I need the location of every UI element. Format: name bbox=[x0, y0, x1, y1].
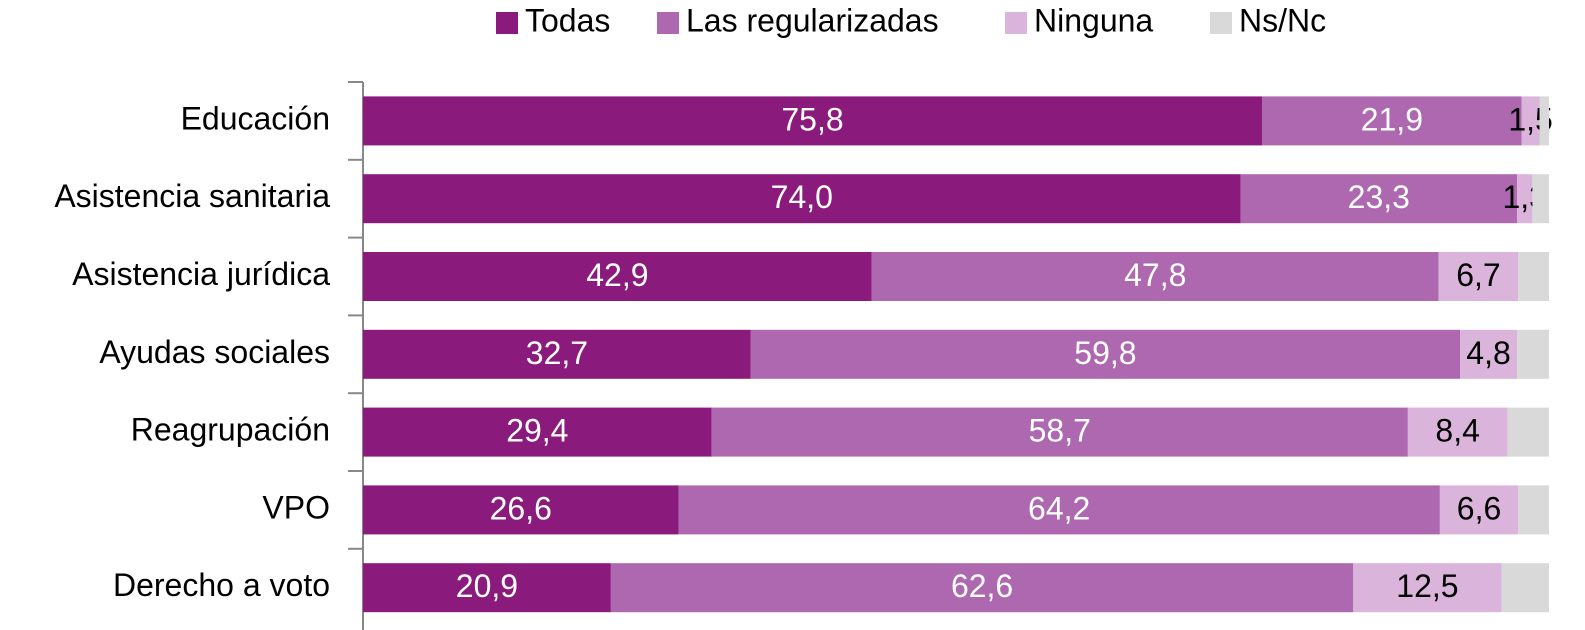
bar-segment bbox=[1518, 252, 1549, 301]
y-tick-label: Asistencia sanitaria bbox=[54, 178, 330, 214]
data-label: 42,9 bbox=[586, 257, 648, 293]
bar-segment bbox=[1539, 96, 1549, 146]
bar-segment bbox=[750, 329, 1461, 379]
y-tick-label: Reagrupación bbox=[131, 412, 330, 448]
data-label: 6,7 bbox=[1456, 257, 1500, 293]
bar-segment bbox=[1501, 563, 1549, 613]
bar-segment bbox=[610, 563, 1354, 613]
bar-segment bbox=[1439, 485, 1519, 535]
bar-segment bbox=[363, 252, 872, 301]
bar-segment bbox=[1407, 407, 1508, 457]
legend-swatch bbox=[496, 12, 518, 34]
bar-segment bbox=[871, 252, 1439, 301]
bar-segment bbox=[363, 485, 679, 535]
data-label: 47,8 bbox=[1124, 257, 1186, 293]
data-label: 32,7 bbox=[526, 335, 588, 371]
bar-segment bbox=[363, 563, 611, 613]
bar-segment bbox=[1532, 174, 1549, 224]
legend-swatch bbox=[1005, 12, 1027, 34]
y-tick-label: VPO bbox=[262, 489, 330, 525]
bar-segment bbox=[363, 96, 1262, 146]
bar-segment bbox=[1460, 329, 1517, 379]
legend-swatch bbox=[1210, 12, 1232, 34]
y-tick-label: Derecho a voto bbox=[113, 567, 330, 603]
data-label: 75,8 bbox=[781, 101, 843, 137]
data-label: 74,0 bbox=[771, 179, 833, 215]
bar-segment bbox=[1240, 174, 1517, 224]
data-label: 20,9 bbox=[456, 568, 518, 604]
legend-swatch bbox=[657, 12, 679, 34]
data-label: 21,9 bbox=[1361, 101, 1423, 137]
data-label: 12,5 bbox=[1396, 568, 1458, 604]
bar-segment bbox=[1507, 407, 1549, 457]
bar-segment bbox=[1516, 174, 1533, 224]
bar-segment bbox=[363, 329, 751, 379]
legend-label: Todas bbox=[525, 2, 610, 38]
bar-segment bbox=[1261, 96, 1522, 146]
data-label: 4,8 bbox=[1466, 335, 1510, 371]
bar-segment bbox=[711, 407, 1408, 457]
legend-label: Ninguna bbox=[1034, 2, 1153, 38]
bar-segment bbox=[1438, 252, 1519, 301]
data-label: 62,6 bbox=[951, 568, 1013, 604]
bar-segment bbox=[1516, 329, 1549, 379]
legend-label: Las regularizadas bbox=[686, 2, 939, 38]
data-label: 29,4 bbox=[506, 413, 568, 449]
y-tick-label: Educación bbox=[181, 100, 330, 136]
y-tick-label: Ayudas sociales bbox=[99, 334, 330, 370]
data-label: 26,6 bbox=[490, 490, 552, 526]
data-label: 23,3 bbox=[1348, 179, 1410, 215]
bar-segment bbox=[363, 174, 1241, 224]
bar-segment bbox=[363, 407, 712, 457]
bar-segment bbox=[1518, 485, 1549, 535]
data-label: 6,6 bbox=[1457, 490, 1501, 526]
bar-segment bbox=[1521, 96, 1540, 146]
data-label: 8,4 bbox=[1435, 413, 1479, 449]
legend-label: Ns/Nc bbox=[1239, 2, 1326, 38]
y-tick-label: Asistencia jurídica bbox=[72, 256, 330, 292]
data-label: 59,8 bbox=[1074, 335, 1136, 371]
bar-segment bbox=[678, 485, 1440, 535]
data-label: 58,7 bbox=[1029, 413, 1091, 449]
bar-segment bbox=[1353, 563, 1502, 613]
data-label: 64,2 bbox=[1028, 490, 1090, 526]
